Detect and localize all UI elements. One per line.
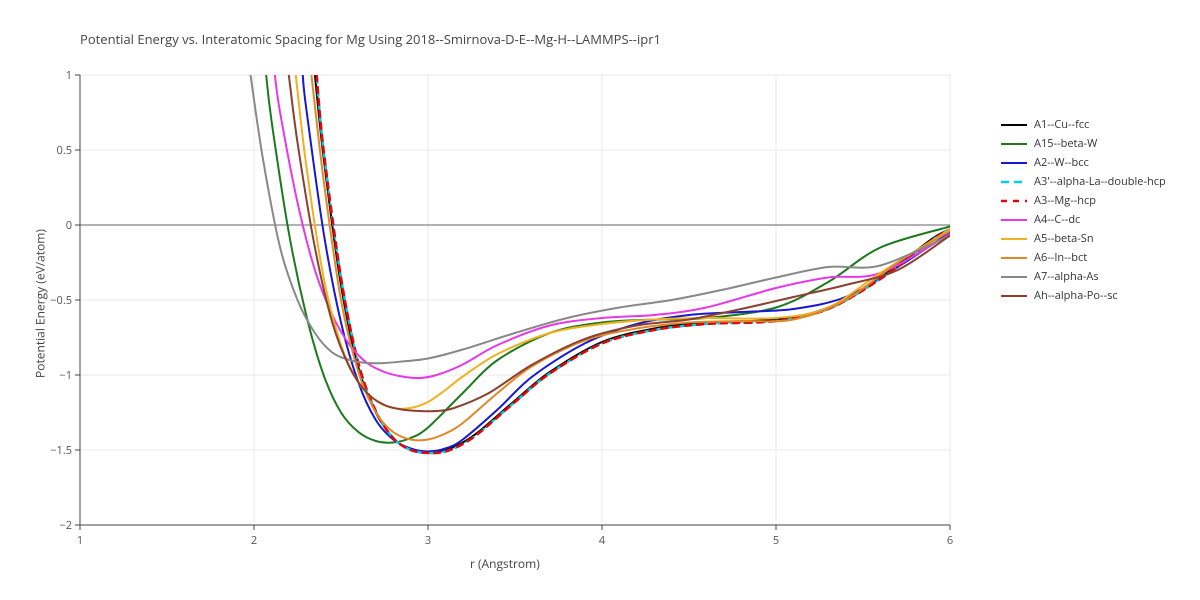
x-tick-label: 3 xyxy=(413,533,443,548)
legend-label: A7--alpha-As xyxy=(1034,269,1099,284)
legend-swatch xyxy=(1000,214,1028,226)
y-tick-label: 1 xyxy=(32,68,72,83)
legend-label: A1--Cu--fcc xyxy=(1034,117,1089,132)
legend-item[interactable]: A4--C--dc xyxy=(1000,210,1166,229)
x-tick-label: 5 xyxy=(761,533,791,548)
legend-swatch xyxy=(1000,138,1028,150)
y-tick-label: −0.5 xyxy=(32,293,72,308)
legend-item[interactable]: A15--beta-W xyxy=(1000,134,1166,153)
legend-label: A4--C--dc xyxy=(1034,212,1080,227)
legend-label: A15--beta-W xyxy=(1034,136,1097,151)
legend-item[interactable]: Ah--alpha-Po--sc xyxy=(1000,286,1166,305)
legend-swatch xyxy=(1000,290,1028,302)
x-tick-label: 6 xyxy=(935,533,965,548)
legend-swatch xyxy=(1000,252,1028,264)
legend-swatch xyxy=(1000,233,1028,245)
series-line xyxy=(296,75,950,409)
series-line xyxy=(266,75,950,443)
legend-label: A3--Mg--hcp xyxy=(1034,193,1096,208)
legend-label: A6--In--bct xyxy=(1034,250,1087,265)
series-line xyxy=(303,75,950,452)
y-tick-label: −1 xyxy=(32,368,72,383)
y-tick-label: −1.5 xyxy=(32,443,72,458)
chart-legend: A1--Cu--fcc A15--beta-W A2--W--bcc A3'--alp… xyxy=(1000,115,1166,305)
legend-swatch xyxy=(1000,119,1028,131)
y-tick-label: −2 xyxy=(32,518,72,533)
legend-swatch xyxy=(1000,195,1028,207)
legend-label: A5--beta-Sn xyxy=(1034,231,1094,246)
x-tick-label: 1 xyxy=(65,533,95,548)
y-tick-label: 0 xyxy=(32,218,72,233)
legend-item[interactable]: A2--W--bcc xyxy=(1000,153,1166,172)
legend-swatch xyxy=(1000,176,1028,188)
legend-swatch xyxy=(1000,271,1028,283)
x-tick-label: 4 xyxy=(587,533,617,548)
legend-item[interactable]: A7--alpha-As xyxy=(1000,267,1166,286)
legend-item[interactable]: A3'--alpha-La--double-hcp xyxy=(1000,172,1166,191)
legend-item[interactable]: A6--In--bct xyxy=(1000,248,1166,267)
legend-label: A2--W--bcc xyxy=(1034,155,1089,170)
y-tick-label: 0.5 xyxy=(32,143,72,158)
legend-swatch xyxy=(1000,157,1028,169)
series-line xyxy=(251,75,950,363)
series-line xyxy=(289,75,950,411)
legend-item[interactable]: A5--beta-Sn xyxy=(1000,229,1166,248)
legend-item[interactable]: A1--Cu--fcc xyxy=(1000,115,1166,134)
series-line xyxy=(311,75,950,440)
legend-label: A3'--alpha-La--double-hcp xyxy=(1034,174,1166,189)
x-tick-label: 2 xyxy=(239,533,269,548)
legend-item[interactable]: A3--Mg--hcp xyxy=(1000,191,1166,210)
legend-label: Ah--alpha-Po--sc xyxy=(1034,288,1118,303)
